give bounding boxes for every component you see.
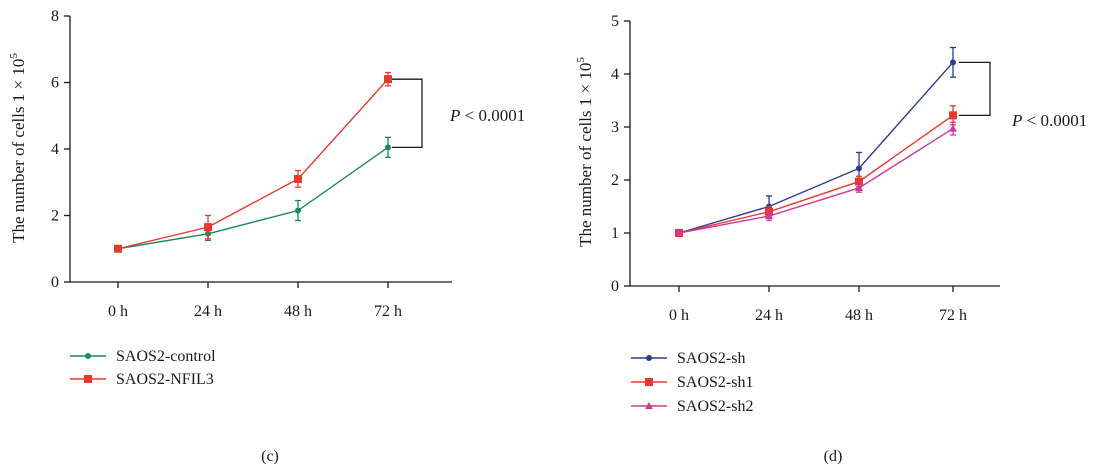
- legend-swatch-marker: [645, 378, 653, 386]
- data-point: [950, 59, 956, 66]
- legend-label: SAOS2-NFIL3: [116, 371, 214, 388]
- data-point: [855, 177, 863, 186]
- y-tick-label: 6: [51, 75, 59, 92]
- data-point: [114, 244, 122, 253]
- series-line: [678, 61, 954, 234]
- x-tick-label: 72 h: [374, 303, 402, 320]
- series-line: [117, 146, 389, 250]
- chart-panel-d: The number of cells 1 × 105 (d) P < 0.00…: [575, 13, 1087, 465]
- y-tick-label: 4: [611, 66, 619, 83]
- x-tick-label: 0 h: [108, 303, 128, 320]
- legend-swatch-marker: [646, 355, 652, 361]
- data-point: [384, 75, 392, 84]
- series-line: [117, 78, 389, 250]
- chart-panel-c: The number of cells 1 × 105 (c) P < 0.00…: [8, 8, 525, 465]
- y-tick-label: 4: [51, 141, 59, 158]
- legend-label: SAOS2-sh2: [677, 398, 753, 415]
- y-tick-label: 3: [611, 119, 619, 136]
- x-tick-label: 24 h: [194, 303, 222, 320]
- p-value-annotation: P < 0.0001: [1011, 111, 1087, 130]
- panel-label: (d): [824, 448, 843, 465]
- data-point: [675, 229, 683, 236]
- p-value-annotation: P < 0.0001: [449, 106, 525, 125]
- y-tick-label: 2: [51, 208, 59, 225]
- x-tick-label: 48 h: [845, 307, 873, 324]
- data-point: [204, 223, 212, 232]
- significance-bracket: [392, 78, 423, 148]
- legend-swatch-marker: [645, 402, 653, 409]
- legend-swatch-marker: [84, 375, 92, 383]
- data-point: [385, 144, 391, 151]
- data-point: [855, 183, 863, 191]
- legend-label: SAOS2-control: [116, 348, 216, 365]
- x-tick-label: 72 h: [939, 307, 967, 324]
- x-tick-label: 0 h: [669, 307, 689, 324]
- y-tick-label: 2: [611, 172, 619, 189]
- legend-swatch-marker: [85, 353, 91, 359]
- x-tick-label: 48 h: [284, 303, 312, 320]
- data-point: [856, 165, 862, 172]
- legend-label: SAOS2-sh1: [677, 374, 753, 391]
- series-line: [678, 114, 954, 234]
- data-point: [949, 111, 957, 120]
- series-line: [678, 127, 954, 234]
- y-tick-label: 0: [611, 278, 619, 295]
- y-tick-label: 8: [51, 8, 59, 25]
- data-point: [765, 212, 773, 220]
- y-tick-label: 5: [611, 13, 619, 30]
- data-point: [294, 174, 302, 183]
- data-point: [295, 207, 301, 214]
- y-tick-label: 1: [611, 225, 619, 242]
- legend-label: SAOS2-sh: [677, 350, 745, 367]
- y-axis-label: The number of cells 1 × 105: [8, 53, 28, 243]
- y-tick-label: 0: [51, 274, 59, 291]
- significance-bracket: [959, 61, 991, 116]
- panel-label: (c): [261, 448, 279, 465]
- y-axis-label: The number of cells 1 × 105: [575, 57, 595, 247]
- x-tick-label: 24 h: [755, 307, 783, 324]
- data-point: [949, 124, 957, 132]
